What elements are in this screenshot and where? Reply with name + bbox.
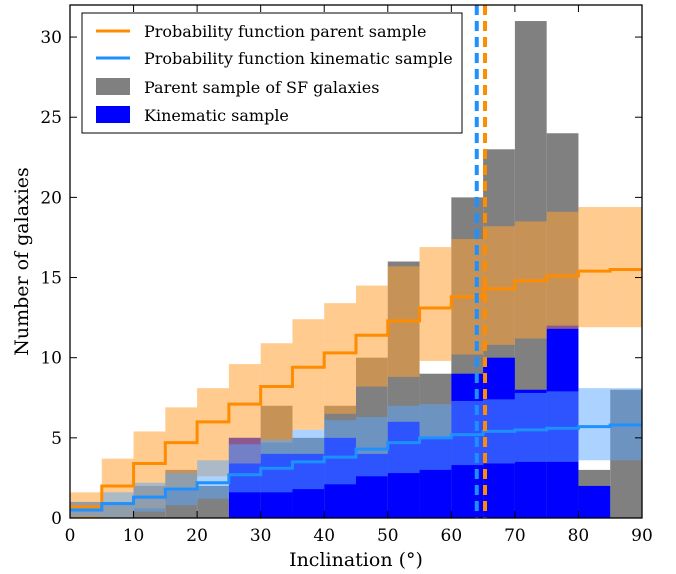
band-kinematic-probability [514, 392, 547, 462]
x-tick-label: 0 [65, 526, 76, 546]
band-parent-probability [419, 247, 452, 361]
x-tick-label: 80 [568, 526, 590, 546]
x-tick-label: 20 [186, 526, 208, 546]
band-parent-probability [260, 343, 293, 443]
band-parent-probability [483, 226, 515, 345]
band-parent-probability [578, 206, 611, 328]
band-parent-probability [610, 206, 642, 328]
x-axis-label: Inclination (°) [289, 549, 423, 571]
step-line-kinematic-probability [70, 423, 642, 512]
step-line-parent-probability [70, 268, 642, 509]
legend-label-parent-sample: Parent sample of SF galaxies [144, 78, 379, 97]
y-tick-label: 0 [51, 509, 62, 529]
y-axis-label: Number of galaxies [11, 167, 33, 356]
band-kinematic-probability [260, 439, 293, 493]
band-kinematic-probability [387, 405, 420, 474]
band-kinematic-probability [292, 429, 325, 490]
y-tick-label: 15 [40, 269, 62, 289]
axis-ticks [69, 5, 643, 519]
y-tick-label: 30 [40, 28, 62, 48]
probability-step-lines [70, 268, 642, 512]
x-tick-label: 60 [441, 526, 463, 546]
x-tick-label: 40 [313, 526, 335, 546]
dashed-vertical-lines [474, 5, 488, 518]
x-tick-label: 50 [377, 526, 399, 546]
band-kinematic-probability [324, 420, 356, 485]
band-kinematic-probability [228, 444, 261, 493]
bar-kinematic-sample [578, 485, 611, 518]
band-parent-probability [292, 319, 325, 430]
legend-label-kinematic-sample: Kinematic sample [144, 106, 289, 125]
band-kinematic-probability [546, 391, 579, 462]
x-tick-label: 10 [123, 526, 145, 546]
band-kinematic-probability [578, 388, 611, 461]
x-tick-label: 30 [250, 526, 272, 546]
y-tick-label: 25 [40, 108, 62, 128]
legend: Probability function parent sample Proba… [81, 12, 463, 134]
x-tick-label: 70 [504, 526, 526, 546]
band-kinematic-probability [197, 460, 229, 499]
band-kinematic-probability [356, 417, 388, 477]
legend-label-kinematic-probability: Probability function kinematic sample [144, 49, 453, 68]
x-tick-label: 90 [631, 526, 653, 546]
axis-tick-labels: 0 10 20 30 40 50 60 70 80 90 0 5 10 15 20 25 30 [40, 28, 652, 546]
legend-symbol-parent-sample [96, 78, 130, 95]
legend-symbol-kinematic-sample [96, 106, 130, 123]
band-parent-probability [324, 303, 356, 414]
band-kinematic-probability [101, 492, 134, 518]
band-parent-probability [546, 211, 579, 329]
plot-frame [69, 4, 643, 519]
y-tick-label: 10 [40, 349, 62, 369]
y-tick-label: 5 [51, 429, 62, 449]
y-tick-label: 20 [40, 188, 62, 208]
legend-box [81, 12, 463, 134]
legend-label-parent-probability: Probability function parent sample [144, 22, 427, 41]
